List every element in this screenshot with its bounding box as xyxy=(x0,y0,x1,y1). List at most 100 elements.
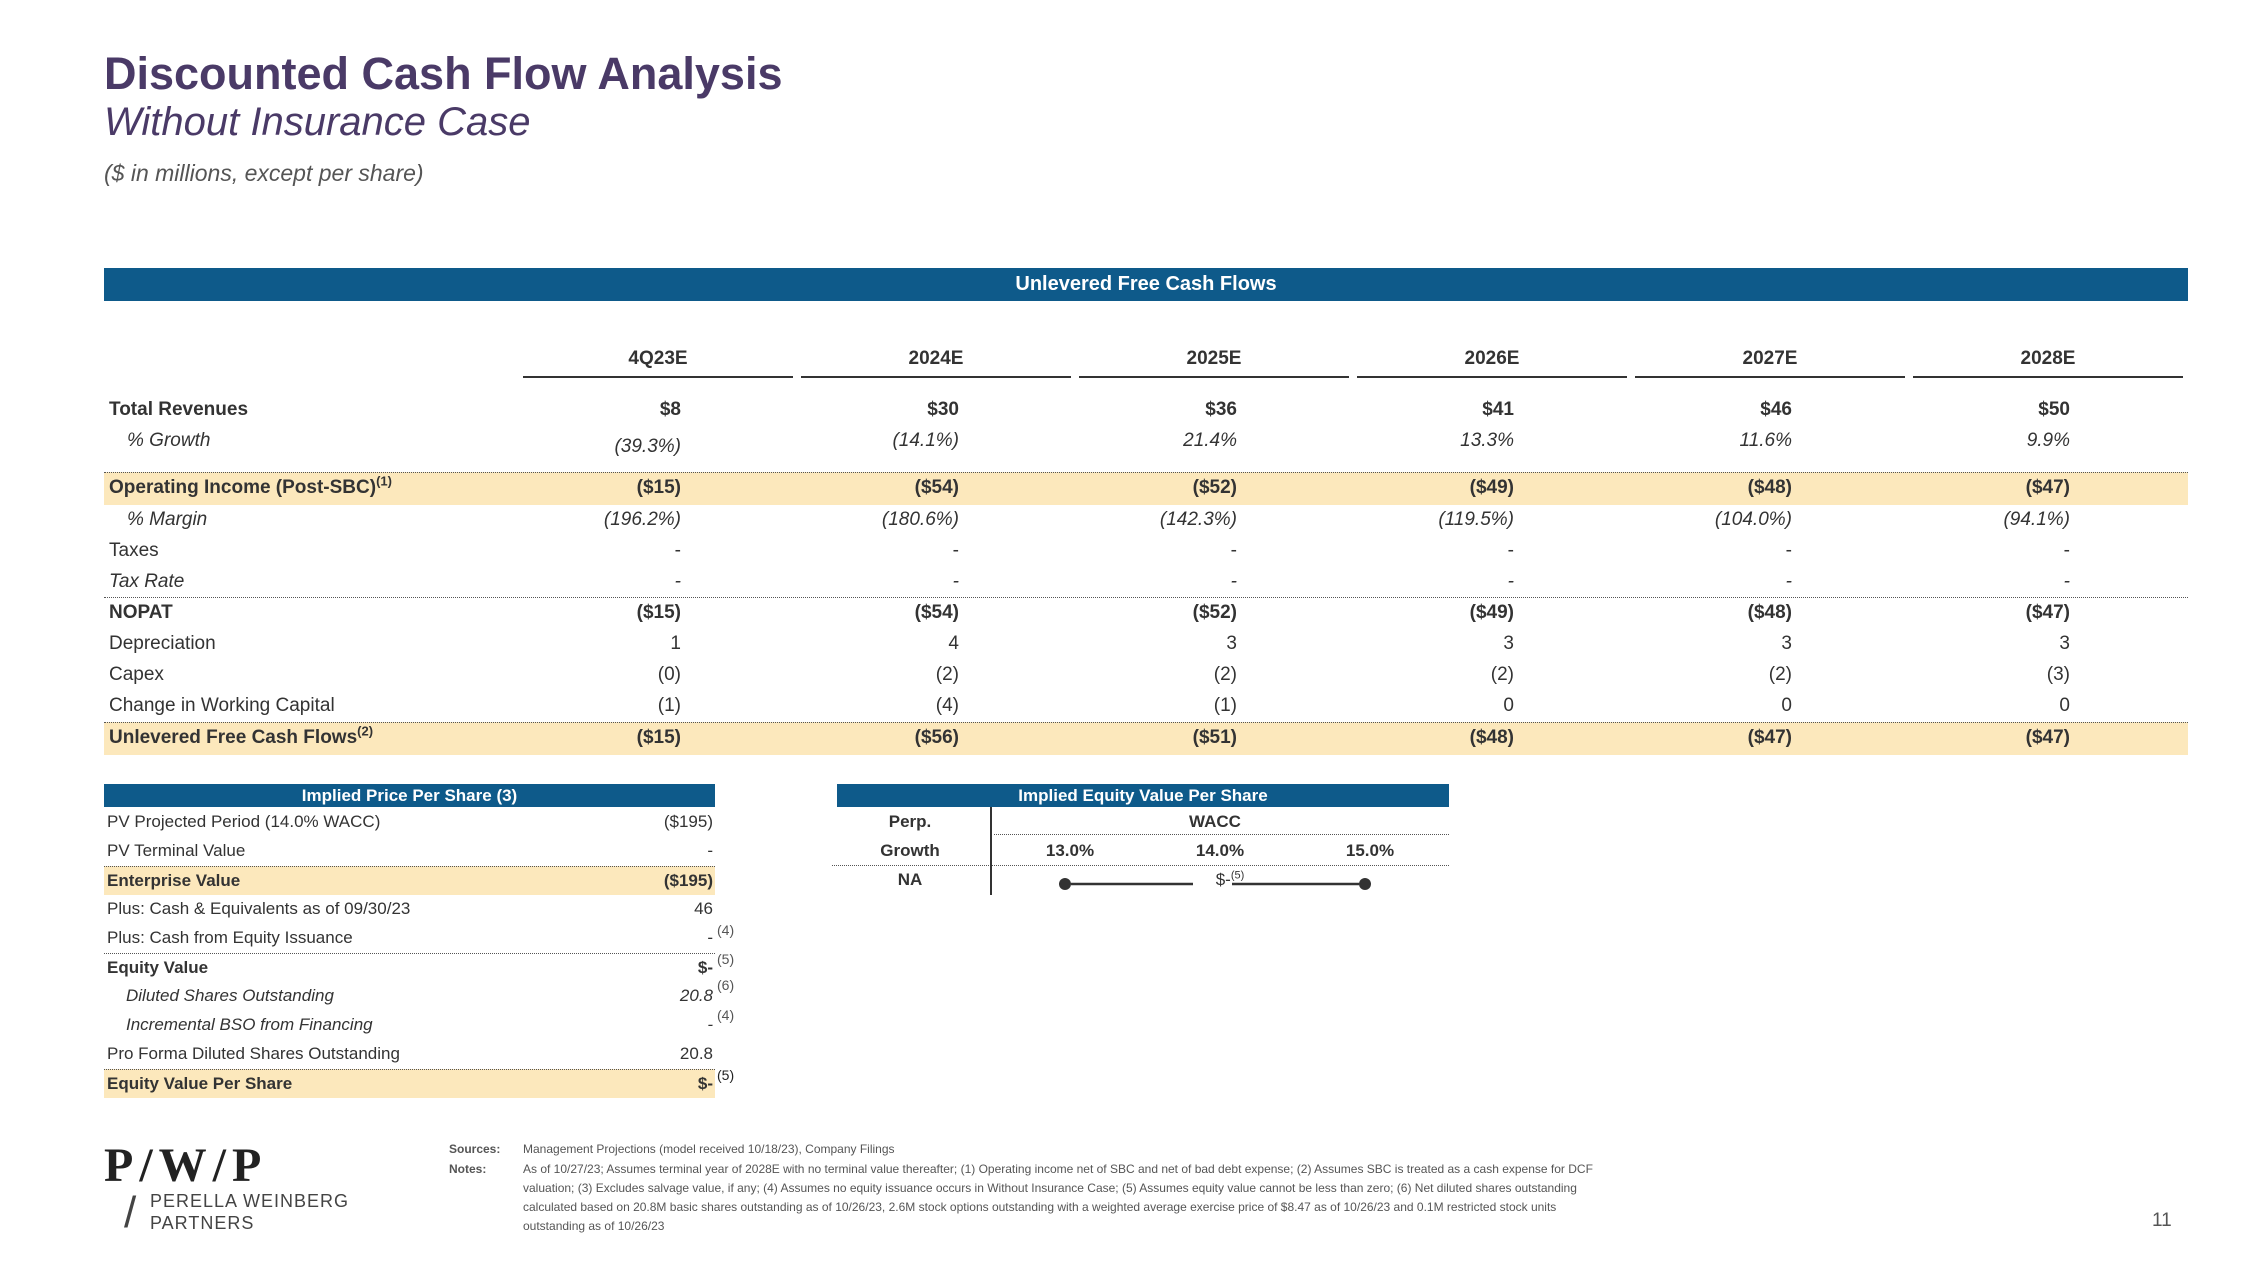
price-row-value: - xyxy=(707,1015,713,1034)
price-row-value: 20.8 xyxy=(679,1044,713,1063)
cell: (119.5%) xyxy=(1438,509,1514,530)
col-header-2024e: 2024E xyxy=(801,348,1071,378)
cell: - xyxy=(952,540,959,561)
perp-growth-na: NA xyxy=(897,870,923,889)
price-row-label: Diluted Shares Outstanding xyxy=(126,986,334,1005)
cell: (14.1%) xyxy=(892,430,959,451)
cell: - xyxy=(1230,540,1237,561)
cell: (2) xyxy=(1213,664,1237,685)
implied-price-title: Implied Price Per Share xyxy=(301,786,492,805)
cell: 3 xyxy=(1226,633,1237,654)
cell: 3 xyxy=(1781,633,1792,654)
sensitivity-marker-left xyxy=(1058,877,1198,896)
sensitivity-vertical-rule xyxy=(990,807,992,895)
sensitivity-mid-value: $-(5) xyxy=(1200,870,1260,890)
price-row-label: Equity Value xyxy=(107,958,209,977)
row-label-wrap: Unlevered Free Cash Flows(2) xyxy=(109,723,373,753)
price-row-value: - xyxy=(707,841,713,860)
cell: (104.0%) xyxy=(1714,509,1792,530)
row-label: Change in Working Capital xyxy=(109,695,335,716)
cell: $41 xyxy=(1482,399,1514,420)
price-row-pro-forma-shares: Pro Forma Diluted Shares Outstanding 20.… xyxy=(104,1040,715,1068)
cell: - xyxy=(2063,540,2070,561)
footnote-ref: (4) xyxy=(717,1007,735,1023)
row-label: Operating Income (Post-SBC) xyxy=(109,477,377,498)
price-row-pv-terminal: PV Terminal Value - xyxy=(104,837,715,865)
page-title: Discounted Cash Flow Analysis xyxy=(104,48,783,99)
footnote-ref: (2) xyxy=(357,723,374,739)
cell: ($48) xyxy=(1747,477,1792,498)
cell: 3 xyxy=(1503,633,1514,654)
row-operating-income: Operating Income (Post-SBC)(1) ($15) ($5… xyxy=(104,472,2188,505)
wacc-13: 13.0% xyxy=(1045,841,1095,860)
footnote-ref: (4) xyxy=(717,922,735,938)
col-header-2028e: 2028E xyxy=(1913,348,2183,378)
price-row-value: 20.8 xyxy=(679,986,713,1005)
price-row-cash: Plus: Cash & Equivalents as of 09/30/23 … xyxy=(104,895,715,923)
price-row-value: ($195) xyxy=(663,871,713,890)
row-label: NOPAT xyxy=(109,602,173,623)
row-label: Total Revenues xyxy=(109,399,249,420)
row-label-wrap: Operating Income (Post-SBC)(1) xyxy=(109,473,392,503)
price-row-label: Pro Forma Diluted Shares Outstanding xyxy=(107,1044,400,1063)
page-number: 11 xyxy=(2152,1210,2172,1231)
cell: - xyxy=(1785,540,1792,561)
cell: - xyxy=(1230,571,1237,592)
price-row-diluted-shares: Diluted Shares Outstanding 20.8 xyxy=(104,982,715,1010)
notes-line: As of 10/27/23; Assumes terminal year of… xyxy=(523,1162,1593,1176)
cell: ($56) xyxy=(914,727,959,748)
price-row-pv-projected: PV Projected Period (14.0% WACC) ($195) xyxy=(104,808,715,836)
cell: ($47) xyxy=(2025,602,2070,623)
footnote-ref: (6) xyxy=(717,977,735,993)
page-subtitle: Without Insurance Case xyxy=(104,100,531,144)
equity-value-header: Implied Equity Value Per Share xyxy=(837,784,1449,807)
cell: $36 xyxy=(1205,399,1237,420)
row-nopat: NOPAT ($15) ($54) ($52) ($49) ($48) ($47… xyxy=(104,597,2188,628)
ufcf-banner: Unlevered Free Cash Flows xyxy=(104,268,2188,301)
cell: 0 xyxy=(2059,695,2070,716)
sources-text: Management Projections (model received 1… xyxy=(523,1142,895,1156)
footnote-ref: (5) xyxy=(1230,869,1245,882)
logo-line-1: PERELLA WEINBERG xyxy=(150,1191,350,1211)
row-label: % Growth xyxy=(127,430,211,451)
cell: ($47) xyxy=(2025,727,2070,748)
cell: ($52) xyxy=(1192,602,1237,623)
footnote-ref: (5) xyxy=(717,951,735,967)
cell: 11.6% xyxy=(1739,430,1792,451)
sensitivity-marker-right xyxy=(1232,877,1372,896)
row-change-nwc: Change in Working Capital (1) (4) (1) 0 … xyxy=(104,691,2188,721)
wacc-label: WACC xyxy=(1189,812,1241,831)
cell: (0) xyxy=(657,664,681,685)
cell: - xyxy=(1507,571,1514,592)
cell: (1) xyxy=(1213,695,1237,716)
wacc-14: 14.0% xyxy=(1195,841,1245,860)
price-row-incremental-bso: Incremental BSO from Financing - xyxy=(104,1011,715,1039)
mid-value: $- xyxy=(1215,870,1231,889)
cell: $50 xyxy=(2038,399,2070,420)
col-header-2025e: 2025E xyxy=(1079,348,1349,378)
price-row-equity-value: Equity Value $- xyxy=(104,953,715,982)
logo-line-2: PARTNERS xyxy=(150,1213,255,1233)
price-row-value: 46 xyxy=(694,899,713,918)
sensitivity-divider xyxy=(832,865,1449,866)
price-row-value: $- xyxy=(697,1074,713,1093)
cell: (3) xyxy=(2046,664,2070,685)
footnote-ref: (1) xyxy=(376,473,392,489)
col-header-2026e: 2026E xyxy=(1357,348,1627,378)
cell: ($15) xyxy=(636,602,681,623)
price-row-label: Plus: Cash from Equity Issuance xyxy=(107,928,353,947)
cell: (2) xyxy=(1768,664,1792,685)
price-row-label: PV Terminal Value xyxy=(107,841,246,860)
price-row-enterprise-value: Enterprise Value ($195) xyxy=(104,866,715,895)
cell: - xyxy=(2063,571,2070,592)
row-label: Tax Rate xyxy=(109,571,185,592)
row-label: Unlevered Free Cash Flows xyxy=(109,727,358,748)
cell: (2) xyxy=(935,664,959,685)
price-row-equity-value-per-share: Equity Value Per Share $- xyxy=(104,1069,715,1098)
row-label: Taxes xyxy=(109,540,159,561)
price-row-label: Incremental BSO from Financing xyxy=(126,1015,373,1034)
cell: $30 xyxy=(927,399,959,420)
row-label: Capex xyxy=(109,664,164,685)
col-header-2027e: 2027E xyxy=(1635,348,1905,378)
cell: ($47) xyxy=(2025,477,2070,498)
